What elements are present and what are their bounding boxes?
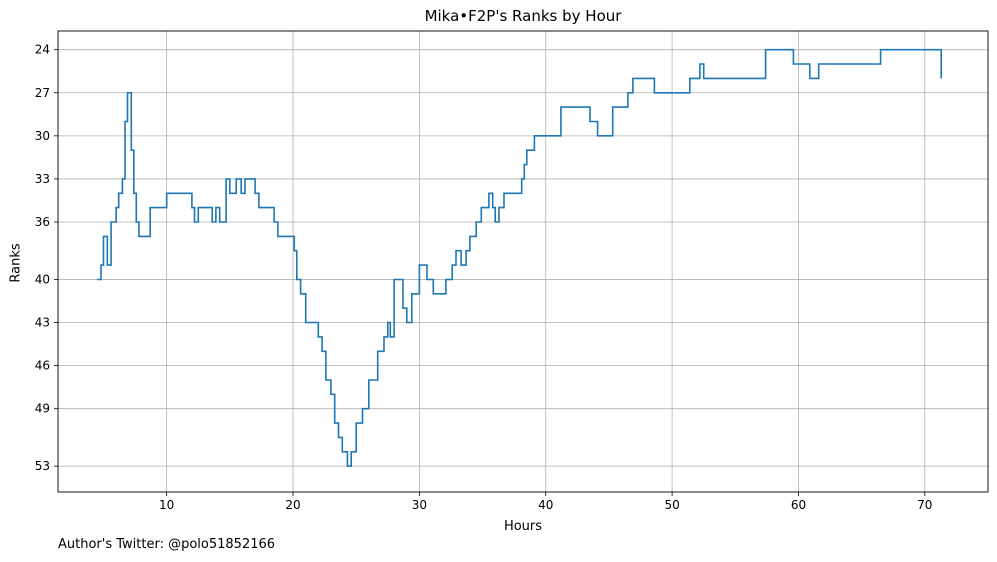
y-tick-label: 30	[35, 129, 50, 143]
y-tick-label: 33	[35, 172, 50, 186]
x-axis-label: Hours	[503, 519, 543, 534]
axes-frame	[57, 30, 989, 493]
y-tick-label: 53	[35, 459, 50, 473]
rank-step-line	[97, 48, 942, 467]
y-tick-label: 40	[35, 272, 50, 286]
x-tick-label: 50	[664, 498, 679, 512]
x-tick-label: 20	[285, 498, 300, 512]
x-tick-label: 30	[412, 498, 427, 512]
y-tick-label: 46	[35, 359, 50, 373]
x-tick-label: 70	[917, 498, 932, 512]
x-tick-label: 60	[791, 498, 806, 512]
y-tick-label: 27	[35, 86, 50, 100]
x-tick-label: 40	[538, 498, 553, 512]
y-axis-label: Ranks	[8, 243, 24, 283]
chart-title: Mika•F2P's Ranks by Hour	[424, 7, 622, 25]
y-tick-label: 24	[35, 43, 50, 57]
y-tick-label: 43	[35, 316, 50, 330]
x-tick-label: 10	[159, 498, 174, 512]
y-tick-label: 36	[35, 215, 50, 229]
y-tick-label: 49	[35, 402, 50, 416]
author-credit: Author's Twitter: @polo51852166	[58, 537, 276, 552]
